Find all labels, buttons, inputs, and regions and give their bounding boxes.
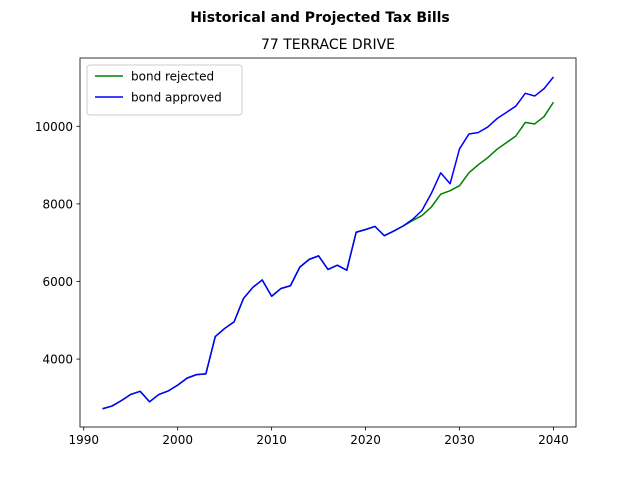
legend-label-0: bond rejected bbox=[131, 70, 214, 84]
legend-box bbox=[86, 64, 243, 116]
chart-title: 77 TERRACE DRIVE bbox=[261, 37, 395, 53]
x-tick-label: 2000 bbox=[162, 433, 193, 447]
chart-suptitle: Historical and Projected Tax Bills bbox=[190, 10, 450, 26]
x-tick-label: 2020 bbox=[350, 433, 381, 447]
x-axis: 1990 2000 2010 2020 2030 2040 bbox=[68, 427, 569, 447]
y-axis: 4000 6000 8000 10000 bbox=[35, 120, 80, 367]
series-layer bbox=[102, 76, 555, 410]
x-tick-label: 1990 bbox=[68, 433, 99, 447]
y-tick-label: 6000 bbox=[42, 275, 73, 289]
x-tick-label: 2030 bbox=[444, 433, 475, 447]
legend: bond rejected bond approved bbox=[86, 64, 243, 116]
x-tick-label: 2010 bbox=[256, 433, 287, 447]
legend-label-1: bond approved bbox=[131, 91, 222, 105]
y-tick-label: 4000 bbox=[42, 353, 73, 367]
y-tick-label: 10000 bbox=[35, 120, 73, 134]
y-tick-label: 8000 bbox=[42, 197, 73, 211]
axes-frame bbox=[79, 57, 577, 428]
series-line-1 bbox=[102, 76, 555, 410]
x-tick-label: 2040 bbox=[538, 433, 569, 447]
